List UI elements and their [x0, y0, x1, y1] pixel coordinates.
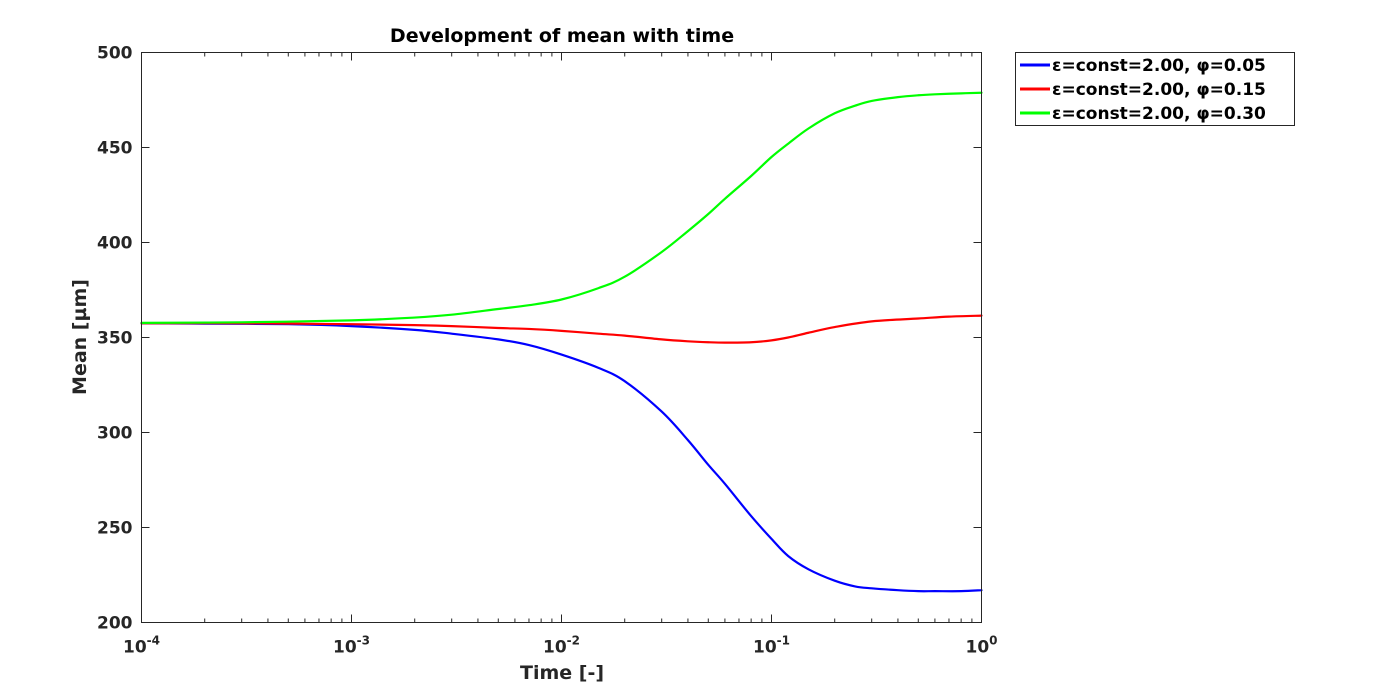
- legend-entry: ε=const=2.00, φ=0.30: [1020, 104, 1266, 124]
- legend-entry: ε=const=2.00, φ=0.05: [1020, 56, 1266, 76]
- y-tick-label: 300: [97, 424, 133, 444]
- y-tick-label: 200: [97, 614, 133, 634]
- chart-title: Development of mean with time: [390, 25, 734, 47]
- y-tick-labels: 200 250 300 350 400 450 500: [97, 44, 133, 634]
- axis-ticks: [141, 52, 982, 623]
- x-tick-label: 10-4: [123, 634, 160, 658]
- legend-label: ε=const=2.00, φ=0.15: [1052, 80, 1266, 100]
- x-tick-labels: 10-4 10-3 10-2 10-1 100: [123, 634, 998, 658]
- plot-area-frame: [141, 52, 982, 623]
- x-tick-label: 10-2: [543, 634, 580, 658]
- series-line-1: [140, 322, 983, 593]
- y-tick-label: 250: [97, 519, 133, 539]
- series-line-2: [140, 314, 983, 344]
- x-tick-label: 10-1: [753, 634, 790, 658]
- y-tick-label: 500: [97, 44, 133, 64]
- x-axis-label: Time [-]: [520, 662, 604, 684]
- series-line-3: [140, 91, 983, 324]
- legend-entry: ε=const=2.00, φ=0.15: [1020, 80, 1266, 100]
- y-axis-label: Mean [µm]: [69, 279, 91, 395]
- x-tick-label: 10-3: [333, 634, 370, 658]
- legend: ε=const=2.00, φ=0.05 ε=const=2.00, φ=0.1…: [1015, 52, 1295, 126]
- y-tick-label: 350: [97, 329, 133, 349]
- x-tick-label: 100: [965, 634, 997, 658]
- series-layer: [140, 91, 983, 593]
- legend-box: [1015, 52, 1295, 126]
- y-tick-label: 400: [97, 234, 133, 254]
- legend-label: ε=const=2.00, φ=0.05: [1052, 56, 1266, 76]
- y-tick-label: 450: [97, 139, 133, 159]
- legend-label: ε=const=2.00, φ=0.30: [1052, 104, 1266, 124]
